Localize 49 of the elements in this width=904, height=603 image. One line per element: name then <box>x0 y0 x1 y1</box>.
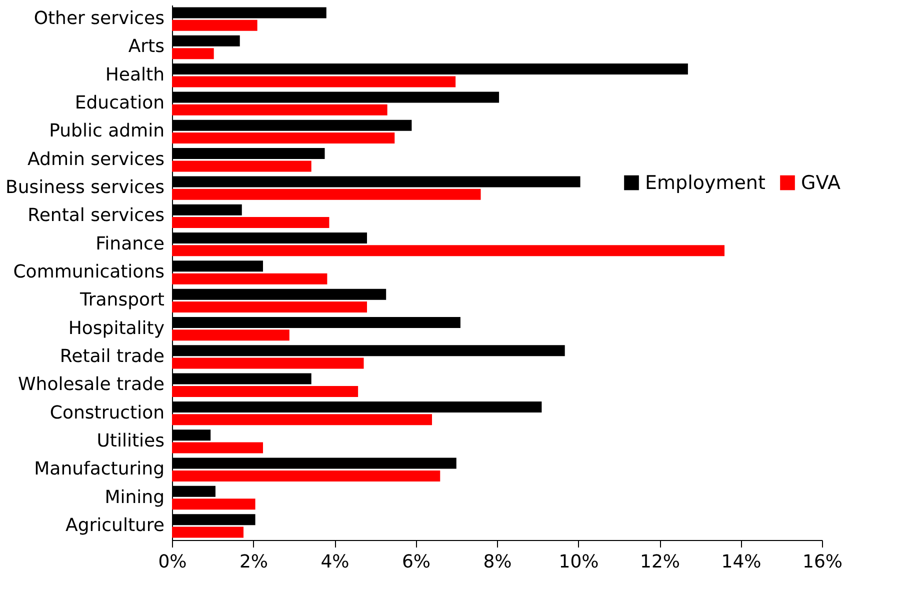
y-tick-label: Wholesale trade <box>18 374 164 396</box>
bar <box>172 132 395 144</box>
bar <box>172 330 290 341</box>
y-tick-label: Retail trade <box>60 346 164 367</box>
x-tick-label: 8% <box>483 552 512 572</box>
x-tick-label: 6% <box>402 552 431 572</box>
y-tick-label: Transport <box>79 290 164 311</box>
bar <box>172 358 364 369</box>
y-tick-label: Public admin <box>49 120 164 142</box>
bar <box>172 20 258 31</box>
x-tick-label: 0% <box>158 552 187 572</box>
y-tick-label: Construction <box>50 402 164 424</box>
y-tick-label: Mining <box>104 486 164 508</box>
bar <box>172 526 244 538</box>
bar <box>172 414 432 426</box>
y-tick-label: Agriculture <box>66 514 164 536</box>
x-tick-label: 4% <box>320 552 350 572</box>
bar <box>172 301 367 312</box>
bar <box>172 217 330 228</box>
y-tick-label: Rental services <box>28 205 164 226</box>
x-tick-label: 2% <box>239 552 268 572</box>
bar <box>172 470 440 482</box>
bar <box>172 48 214 60</box>
y-tick-label: Education <box>74 92 164 114</box>
x-tick-label: 16% <box>802 552 843 572</box>
y-tick-label: Health <box>105 64 164 86</box>
bar <box>172 273 328 284</box>
y-tick-label: Business services <box>6 177 164 198</box>
bar <box>172 188 481 200</box>
x-tick-label: 14% <box>721 552 762 572</box>
x-tick-label: 12% <box>640 552 680 572</box>
bar <box>172 76 456 88</box>
bar <box>172 104 388 116</box>
bar <box>172 160 312 172</box>
bar <box>172 442 263 454</box>
bar <box>172 245 724 256</box>
y-tick-label: Admin services <box>28 148 164 170</box>
legend-label: GVA <box>801 172 841 194</box>
bar <box>172 498 256 510</box>
y-tick-label: Arts <box>128 36 164 58</box>
legend-label: Employment <box>645 172 766 194</box>
x-tick-label: 10% <box>558 552 599 572</box>
y-tick-label: Manufacturing <box>34 458 164 480</box>
y-tick-label: Communications <box>13 262 164 282</box>
bar <box>172 386 358 397</box>
y-tick-label: Finance <box>96 233 164 254</box>
y-tick-label: Utilities <box>96 430 164 452</box>
y-tick-label: Hospitality <box>68 318 165 339</box>
y-tick-label: Other services <box>34 8 164 30</box>
